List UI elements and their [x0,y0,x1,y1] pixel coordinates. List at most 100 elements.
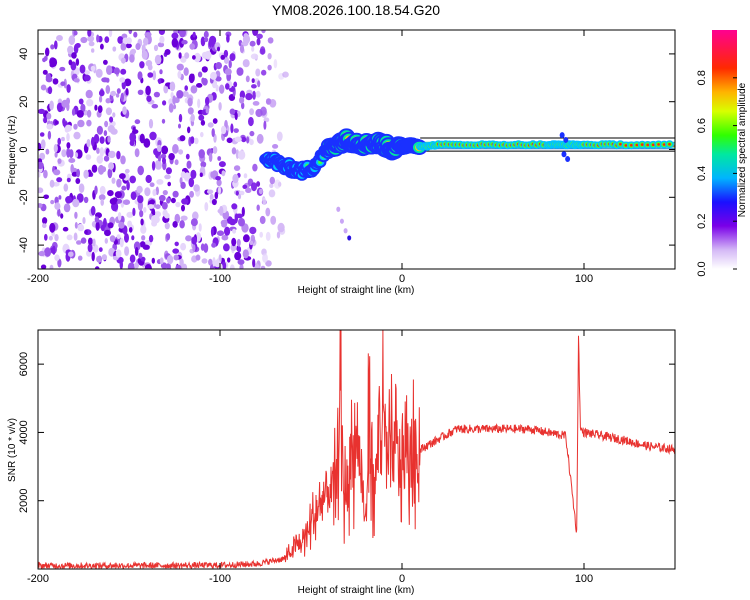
noise-speckle [61,136,65,142]
noise-speckle [211,242,217,248]
noise-speckle [77,119,85,128]
noise-speckle [218,161,226,168]
noise-speckle [187,107,194,115]
noise-speckle [172,95,177,105]
noise-speckle [108,150,116,159]
spectrogram-xtick-label: 100 [575,273,593,285]
noise-speckle [44,247,52,257]
noise-speckle [189,190,195,198]
noise-speckle [124,233,129,243]
noise-speckle [237,150,246,160]
noise-speckle [183,172,191,182]
noise-speckle [245,187,252,193]
noise-speckle [52,78,59,85]
noise-speckle [56,35,63,42]
noise-speckle [107,135,111,143]
noise-speckle [137,89,144,96]
noise-speckle [265,207,271,217]
noise-speckle [178,149,184,155]
noise-speckle [151,161,156,171]
noise-speckle [121,80,127,90]
noise-speckle [188,177,195,188]
noise-speckle [233,128,239,134]
noise-speckle [66,177,71,183]
noise-speckle [184,52,190,59]
noise-speckle [193,184,200,192]
noise-speckle [145,174,152,184]
noise-speckle [97,105,103,113]
noise-speckle [117,36,124,44]
noise-speckle [54,151,58,158]
colorbar-tick-label: 0.0 [696,261,708,276]
noise-speckle [76,110,84,118]
noise-speckle [63,203,71,213]
noise-speckle [128,30,133,35]
noise-speckle [115,249,122,258]
noise-speckle [129,254,136,263]
noise-speckle [143,207,147,213]
noise-speckle [49,264,54,269]
noise-speckle [159,69,163,75]
noise-speckle [72,198,80,208]
noise-speckle [181,198,189,205]
noise-speckle [258,188,263,195]
noise-speckle [174,97,180,104]
signal-trace-blob [563,136,569,143]
noise-speckle [141,235,146,241]
noise-speckle [269,99,277,108]
snr-frame [37,329,676,570]
noise-speckle [155,204,161,210]
noise-speckle [66,84,71,93]
noise-speckle [164,222,170,230]
noise-speckle [125,43,132,49]
noise-speckle [78,183,85,193]
noise-speckle [129,175,136,184]
noise-speckle [83,169,89,179]
noise-speckle [259,215,266,225]
noise-speckle [98,247,103,253]
noise-speckle [47,86,53,95]
noise-speckle [170,197,176,204]
signal-trace-blob [565,156,571,163]
noise-speckle [42,57,47,63]
noise-speckle [99,95,103,103]
noise-speckle [95,221,100,231]
noise-speckle [226,34,230,43]
noise-speckle [255,108,263,118]
noise-speckle [251,46,255,52]
noise-speckle [162,157,166,164]
noise-speckle [259,231,264,238]
noise-speckle [105,107,112,116]
noise-speckle [54,202,61,210]
noise-speckle [122,37,129,44]
noise-speckle [282,71,289,78]
noise-speckle [43,194,49,200]
noise-speckle [179,220,185,229]
noise-speckle [54,40,58,50]
noise-speckle [180,215,188,221]
noise-speckle [200,161,207,168]
noise-speckle [91,164,98,173]
noise-speckle [159,35,165,44]
noise-speckle [203,243,209,253]
noise-speckle [82,217,86,224]
noise-speckle [230,123,234,134]
noise-speckle [192,244,196,252]
colorbar-tick-label: 0.6 [696,118,708,133]
snr-xtick-label: -200 [27,573,49,585]
noise-speckle [154,161,162,170]
noise-speckle [122,225,128,235]
noise-speckle [189,43,195,50]
noise-speckle [124,168,130,174]
noise-speckle [208,39,213,48]
noise-speckle [75,43,81,48]
spectrogram-x-ticks: -200 -100 0 100 [27,30,593,285]
noise-speckle [176,63,184,71]
noise-speckle [76,240,82,245]
noise-speckle [121,57,126,64]
noise-speckle [68,158,76,163]
noise-speckle [104,238,109,244]
noise-speckle [116,234,121,240]
noise-speckle [172,144,179,154]
spectrogram-xtick-label: 0 [399,273,405,285]
